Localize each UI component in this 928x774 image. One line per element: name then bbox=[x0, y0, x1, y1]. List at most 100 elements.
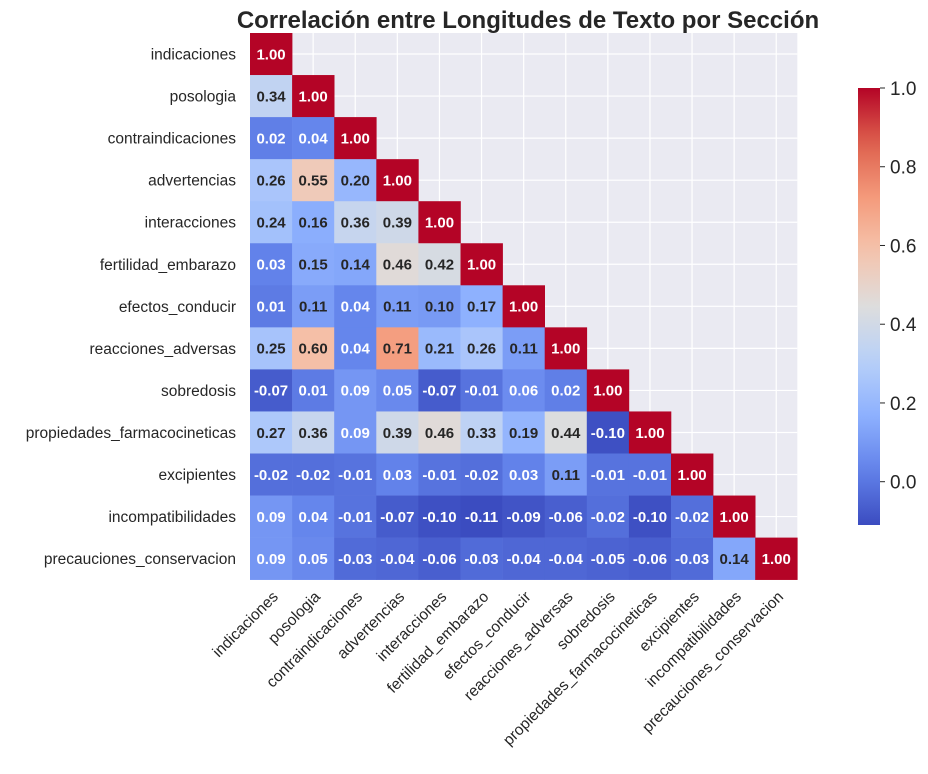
cell-value-label: 1.00 bbox=[425, 215, 454, 232]
heatmap-cell bbox=[418, 201, 461, 244]
cell-value-label: 0.05 bbox=[299, 551, 328, 568]
heatmap-cell bbox=[460, 327, 503, 370]
heatmap-cell bbox=[502, 285, 545, 328]
heatmap-cell bbox=[376, 159, 419, 202]
y-tick-label: sobredosis bbox=[161, 383, 236, 400]
cell-value-label: 0.02 bbox=[256, 130, 285, 147]
heatmap-cell bbox=[418, 327, 461, 370]
cell-value-label: 0.11 bbox=[552, 467, 580, 484]
cell-value-label: 0.04 bbox=[299, 130, 329, 147]
heatmap-cell bbox=[502, 411, 545, 454]
heatmap-cell bbox=[586, 369, 630, 412]
y-tick-label: reacciones_adversas bbox=[90, 341, 237, 358]
y-tick-label: excipientes bbox=[158, 467, 236, 484]
cell-value-label: 1.00 bbox=[299, 88, 328, 105]
heatmap-cell bbox=[628, 453, 672, 496]
heatmap-cell bbox=[250, 537, 293, 580]
heatmap-cell bbox=[334, 537, 377, 580]
cell-value-label: 0.44 bbox=[551, 425, 581, 442]
cell-value-label: -0.04 bbox=[549, 551, 584, 568]
y-axis-tick-labels: indicaciones posologia contraindicaciones a… bbox=[26, 47, 237, 569]
cell-value-label: 0.55 bbox=[299, 172, 328, 189]
cell-value-label: 0.33 bbox=[467, 425, 496, 442]
cell-value-label: -0.03 bbox=[464, 551, 498, 568]
heatmap-cell bbox=[292, 495, 335, 538]
colorbar-tick-label: 0.2 bbox=[890, 394, 916, 415]
cell-value-label: 0.14 bbox=[341, 257, 371, 274]
heatmap-cell bbox=[292, 201, 335, 244]
cell-value-label: 1.00 bbox=[383, 172, 412, 189]
heatmap-cell bbox=[376, 327, 419, 370]
cell-value-label: 0.27 bbox=[256, 425, 285, 442]
cell-value-label: -0.03 bbox=[338, 551, 372, 568]
cell-value-label: 0.09 bbox=[341, 425, 370, 442]
y-tick-label: fertilidad_embarazo bbox=[100, 257, 236, 274]
cell-value-label: -0.01 bbox=[338, 509, 372, 526]
chart-title: Correlación entre Longitudes de Texto po… bbox=[237, 7, 819, 34]
heatmap-cell bbox=[292, 369, 335, 412]
heatmap-cell bbox=[418, 243, 461, 286]
cell-value-label: 0.14 bbox=[720, 551, 750, 568]
cell-value-label: 0.01 bbox=[299, 383, 328, 400]
heatmap-cell bbox=[292, 537, 335, 580]
x-axis-tick-labels: indicacionesposologiacontraindicacionesa… bbox=[210, 588, 788, 749]
cell-value-label: 0.15 bbox=[299, 257, 328, 274]
heatmap-cell bbox=[544, 411, 588, 454]
heatmap-cell bbox=[713, 537, 756, 580]
heatmap-cell bbox=[250, 453, 293, 496]
heatmap-cell bbox=[418, 537, 461, 580]
cell-value-label: 0.09 bbox=[341, 383, 370, 400]
x-tick-label: propiedades_farmacocineticas bbox=[500, 588, 661, 749]
cell-value-label: 0.04 bbox=[341, 299, 371, 316]
heatmap-cell bbox=[586, 495, 630, 538]
heatmap-cell bbox=[544, 369, 588, 412]
cell-value-label: 1.00 bbox=[341, 130, 370, 147]
cell-value-label: -0.06 bbox=[549, 509, 583, 526]
cell-value-label: 0.05 bbox=[383, 383, 412, 400]
y-tick-label: advertencias bbox=[148, 173, 236, 190]
heatmap-cell bbox=[292, 159, 335, 202]
cell-value-label: 1.00 bbox=[256, 46, 285, 63]
colorbar-gradient bbox=[858, 88, 880, 525]
cell-value-label: 0.04 bbox=[341, 341, 371, 358]
heatmap-cell bbox=[418, 285, 461, 328]
colorbar-tick-label: 0.8 bbox=[890, 158, 916, 179]
heatmap-cell bbox=[292, 411, 335, 454]
heatmap-cell bbox=[250, 117, 293, 160]
colorbar-tick-label: 0.4 bbox=[890, 315, 917, 336]
cell-value-label: 0.11 bbox=[383, 299, 411, 316]
heatmap-cell bbox=[334, 495, 377, 538]
heatmap-cell bbox=[334, 159, 377, 202]
heatmap-cell bbox=[292, 117, 335, 160]
cell-value-label: 0.06 bbox=[509, 383, 538, 400]
cell-value-label: 0.34 bbox=[256, 88, 286, 105]
cell-value-label: 0.01 bbox=[256, 299, 285, 316]
heatmap-cell bbox=[460, 537, 503, 580]
heatmap-cell bbox=[334, 369, 377, 412]
heatmap-cell bbox=[713, 495, 756, 538]
cell-value-label: 0.11 bbox=[299, 299, 327, 316]
heatmap-cell bbox=[544, 537, 588, 580]
heatmap-cell bbox=[334, 285, 377, 328]
heatmap-cell bbox=[292, 243, 335, 286]
cell-value-label: 1.00 bbox=[509, 299, 538, 316]
heatmap-cell bbox=[544, 495, 588, 538]
heatmap-cell bbox=[418, 411, 461, 454]
heatmap-cell bbox=[671, 537, 714, 580]
cell-value-label: 0.09 bbox=[256, 551, 285, 568]
heatmap-cell bbox=[502, 495, 545, 538]
y-tick-label: precauciones_conservacion bbox=[44, 551, 236, 568]
heatmap-cell bbox=[502, 537, 545, 580]
heatmap-cell bbox=[334, 201, 377, 244]
cell-value-label: -0.02 bbox=[675, 509, 709, 526]
heatmap-cell bbox=[376, 201, 419, 244]
heatmap-cell bbox=[502, 453, 545, 496]
colorbar-tick-label: 0.6 bbox=[890, 236, 916, 257]
cell-value-label: 0.24 bbox=[256, 215, 286, 232]
heatmap-cell bbox=[334, 327, 377, 370]
y-tick-label: propiedades_farmacocineticas bbox=[26, 425, 236, 442]
cell-value-label: -0.09 bbox=[507, 509, 541, 526]
heatmap-cell bbox=[292, 285, 335, 328]
heatmap-cell bbox=[376, 495, 419, 538]
